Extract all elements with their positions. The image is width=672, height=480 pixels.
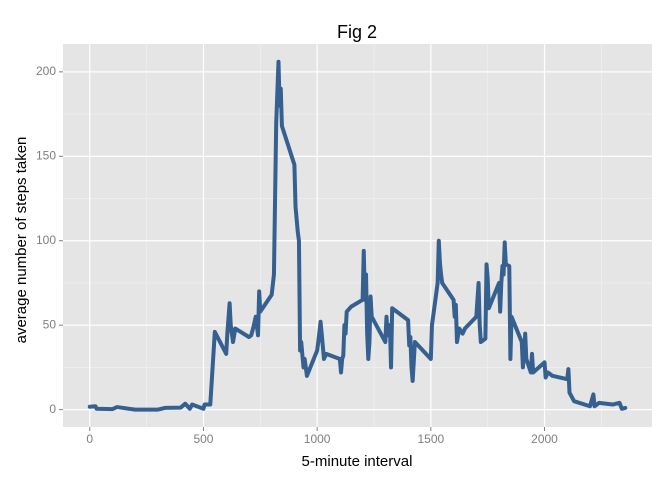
y-tick-label: 200 [36,64,56,78]
y-tick-label: 150 [36,148,56,162]
x-tick-label: 0 [86,432,93,446]
y-tick-label: 0 [49,402,56,416]
x-tick-label: 1000 [304,432,331,446]
y-tick-label: 100 [36,233,56,247]
x-tick-label: 500 [193,432,213,446]
plot-panel [63,44,652,427]
chart-title: Fig 2 [337,22,377,42]
y-axis-title: average number of steps taken [13,137,30,344]
x-tick-label: 1500 [417,432,444,446]
x-axis-title: 5-minute interval [302,453,413,470]
data-line [87,59,628,412]
x-tick-label: 2000 [531,432,558,446]
y-tick-label: 50 [43,317,57,331]
